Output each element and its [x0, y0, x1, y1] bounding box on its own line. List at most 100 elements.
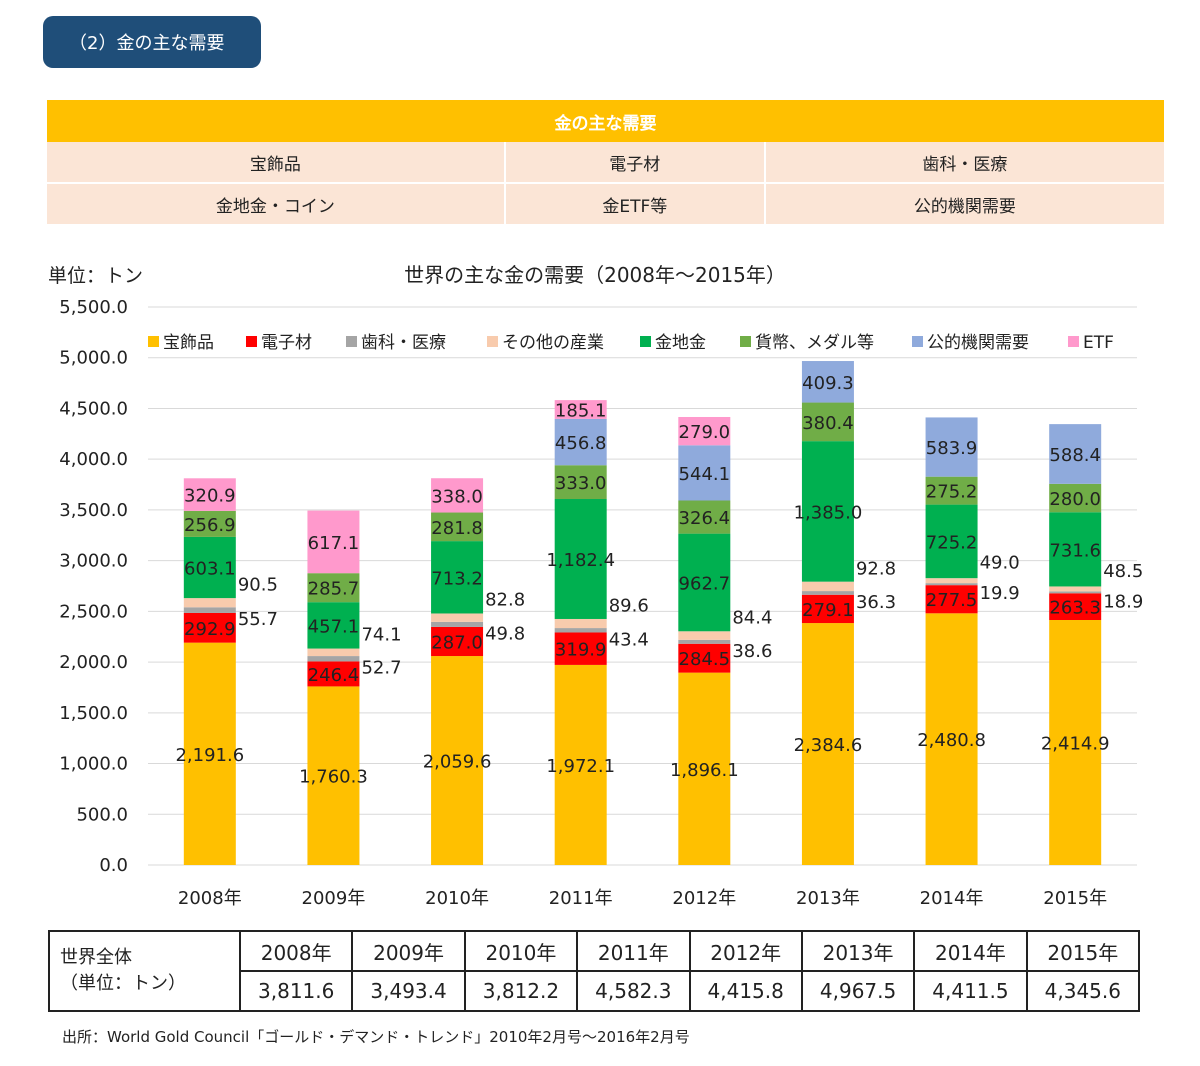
data-label: 49.8 [485, 623, 525, 644]
y-tick-label: 3,500.0 [59, 500, 128, 521]
data-label: 74.1 [361, 624, 401, 645]
bar-segment [431, 512, 484, 542]
world-total-table: 世界全体 （単位：トン） 2008年 2009年 2010年 2011年 201… [48, 930, 1141, 1012]
data-label: 48.5 [1103, 561, 1143, 582]
legend-swatch [148, 336, 159, 347]
demand-table-header: 金の主な需要 [47, 100, 1164, 142]
data-label: 319.9 [555, 640, 607, 661]
legend-label: 電子材 [261, 333, 312, 353]
bar-segment [183, 536, 236, 599]
data-label: 284.5 [679, 649, 731, 670]
data-label: 277.5 [926, 590, 978, 611]
bar-segment [801, 441, 854, 582]
x-tick-label: 2014年 [920, 888, 984, 909]
data-label: 333.0 [555, 473, 607, 494]
legend-swatch [487, 336, 498, 347]
total-value: 4,345.6 [1025, 970, 1141, 1012]
demand-cell: 歯科・医療 [763, 142, 1164, 184]
x-tick-label: 2013年 [796, 888, 860, 909]
bar-segment [925, 476, 978, 505]
data-label: 19.9 [980, 583, 1020, 604]
bar-segment [678, 643, 731, 673]
bar-segment [678, 631, 731, 640]
bar-segment [925, 585, 978, 614]
data-label: 380.4 [802, 413, 854, 434]
y-tick-label: 4,000.0 [59, 449, 128, 470]
data-label: 90.5 [238, 575, 278, 596]
bar-segment [1049, 483, 1102, 513]
total-value: 3,493.4 [351, 970, 466, 1012]
bar-segment [431, 541, 484, 614]
data-label: 1,182.4 [546, 550, 615, 571]
data-label: 1,896.1 [670, 760, 739, 781]
legend-label: 貨幣、メダル等 [755, 333, 874, 353]
data-label: 617.1 [308, 533, 360, 554]
total-value: 4,415.8 [688, 970, 803, 1012]
data-label: 84.4 [732, 608, 772, 629]
y-tick-label: 4,500.0 [59, 398, 128, 419]
bar-segment [925, 504, 978, 579]
data-label: 1,972.1 [546, 756, 615, 777]
data-label: 285.7 [308, 579, 360, 600]
x-tick-label: 2010年 [425, 888, 489, 909]
data-label: 1,385.0 [794, 502, 863, 523]
legend-swatch [346, 336, 357, 347]
data-label: 92.8 [856, 558, 896, 579]
data-label: 2,191.6 [175, 745, 244, 766]
demand-cell: 金地金・コイン [47, 184, 504, 226]
legend-swatch [740, 336, 751, 347]
total-year: 2008年 [238, 930, 354, 972]
bar-segment [554, 632, 607, 665]
bar-segment [925, 583, 978, 586]
y-tick-label: 1,500.0 [59, 703, 128, 724]
bar-segment [1049, 424, 1102, 484]
bar-segment [183, 607, 236, 613]
data-label: 588.4 [1049, 445, 1101, 466]
data-label: 82.8 [485, 590, 525, 611]
data-label: 36.3 [856, 592, 896, 613]
data-label: 246.4 [308, 665, 360, 686]
total-year: 2009年 [351, 930, 466, 972]
bar-segment [307, 656, 360, 662]
bar-segment [431, 656, 484, 865]
data-label: 544.1 [679, 464, 731, 485]
data-label: 280.0 [1049, 489, 1101, 510]
bar-segment [678, 672, 731, 865]
bar-segment [554, 664, 607, 865]
data-label: 583.9 [926, 438, 978, 459]
total-value: 3,812.2 [463, 970, 579, 1012]
bar-segment [1049, 619, 1102, 865]
data-label: 256.9 [184, 515, 236, 536]
bar-segment [801, 402, 854, 442]
data-label: 287.0 [431, 632, 483, 653]
data-label: 43.4 [609, 629, 649, 650]
data-label: 457.1 [308, 616, 360, 637]
y-tick-label: 0.0 [99, 855, 128, 876]
chart-title: 世界の主な金の需要（2008年〜2015年） [404, 263, 786, 287]
data-label: 2,384.6 [794, 735, 863, 756]
demand-cell: 金ETF等 [503, 184, 764, 226]
data-label: 603.1 [184, 559, 236, 580]
legend-label: 金地金 [655, 333, 706, 353]
source-note: 出所：World Gold Council「ゴールド・デマンド・トレンド」201… [62, 1028, 690, 1046]
total-year: 2013年 [800, 930, 916, 972]
data-label: 279.1 [802, 600, 854, 621]
data-label: 18.9 [1103, 591, 1143, 612]
data-label: 731.6 [1049, 540, 1101, 561]
bar-segment [183, 598, 236, 608]
section-badge: （2）金の主な需要 [43, 16, 261, 68]
legend-label: その他の産業 [502, 333, 604, 353]
x-tick-label: 2012年 [672, 888, 736, 909]
bar-segment [925, 613, 978, 865]
bar-segment [183, 612, 236, 643]
bar-segment [1049, 586, 1102, 592]
y-tick-label: 3,000.0 [59, 551, 128, 572]
legend-swatch [640, 336, 651, 347]
total-label: 世界全体 （単位：トン） [48, 930, 241, 1012]
data-label: 292.9 [184, 619, 236, 640]
unit-label: 単位：トン [48, 265, 143, 287]
bar-segment [1049, 512, 1102, 587]
data-label: 279.0 [679, 422, 731, 443]
bar-segment [801, 623, 854, 865]
total-label-line2: （単位：トン） [60, 973, 186, 994]
